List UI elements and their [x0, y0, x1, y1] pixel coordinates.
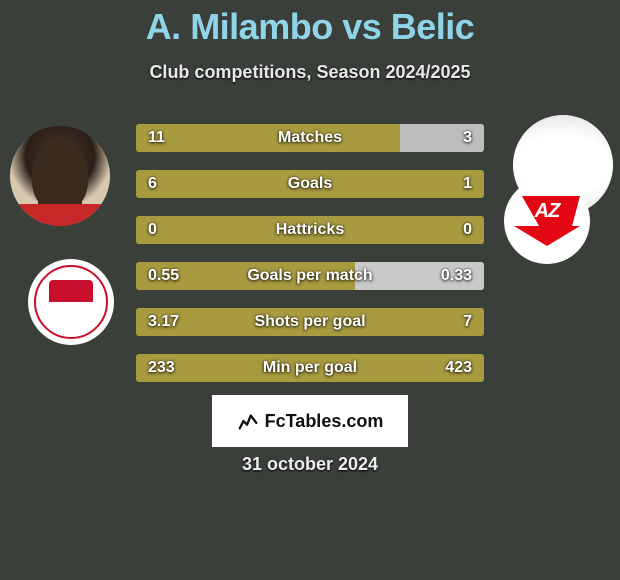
watermark: FcTables.com	[212, 395, 408, 447]
generated-date: 31 october 2024	[0, 454, 620, 475]
comparison-card: A. Milambo vs Belic Club competitions, S…	[0, 0, 620, 580]
fctables-logo-icon	[237, 410, 259, 432]
stat-label: Hattricks	[136, 216, 484, 244]
stat-label: Shots per goal	[136, 308, 484, 336]
stat-row: 00Hattricks	[136, 216, 484, 244]
stat-label: Goals	[136, 170, 484, 198]
watermark-text: FcTables.com	[265, 411, 384, 432]
stat-label: Matches	[136, 124, 484, 152]
stat-row: 61Goals	[136, 170, 484, 198]
club-badge-left	[28, 259, 114, 345]
stats-list: 113Matches 61Goals 00Hattricks 0.550.33Goal…	[136, 124, 484, 400]
subtitle: Club competitions, Season 2024/2025	[0, 62, 620, 83]
page-title: A. Milambo vs Belic	[0, 6, 620, 48]
player-left-avatar	[10, 126, 110, 226]
stat-label: Goals per match	[136, 262, 484, 290]
stat-row: 113Matches	[136, 124, 484, 152]
stat-row: 3.177Shots per goal	[136, 308, 484, 336]
az-crest-icon: AZ	[514, 196, 580, 246]
club-badge-right: AZ	[504, 178, 590, 264]
stat-row: 233423Min per goal	[136, 354, 484, 382]
stat-row: 0.550.33Goals per match	[136, 262, 484, 290]
stat-label: Min per goal	[136, 354, 484, 382]
feyenoord-crest-icon	[34, 265, 108, 339]
